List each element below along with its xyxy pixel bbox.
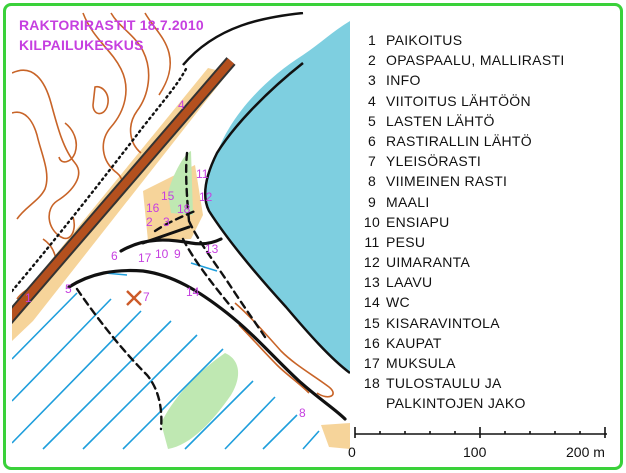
legend-text: UIMARANTA (386, 254, 471, 271)
legend-number: 1 (367, 32, 377, 48)
legend-number: 4 (367, 92, 377, 109)
map-label-3: 3 (163, 215, 170, 229)
legend-number: 5 (367, 112, 377, 129)
legend-item-5: 5 LASTEN LÄHTÖ (358, 111, 565, 131)
legend-item-8: 8 VIIMEINEN RASTI (358, 171, 565, 191)
legend-text: LAAVU (386, 274, 433, 291)
scale-label-0: 0 (348, 444, 356, 460)
legend-item-14: 14 WC (358, 292, 565, 312)
scale-bar (354, 427, 607, 438)
map-frame: 1 2 3 4 5 6 7 8 9 10 11 12 13 14 15 16 1… (3, 3, 623, 470)
legend-item-18: 18 TULOSTAULU JA PALKINTOJEN JAKO (358, 373, 565, 411)
legend-item-4: 4 VIITOITUS LÄHTÖÖN (358, 91, 565, 111)
legend-item-12: 12 UIMARANTA (358, 252, 565, 272)
legend-item-9: 9 MAALI (358, 192, 565, 212)
legend-text: MUKSULA (386, 355, 456, 371)
map-label-6: 6 (111, 249, 118, 263)
main-road (12, 57, 236, 325)
spectator-control-mark (126, 290, 142, 306)
legend-text: OPASPAALU, MALLIRASTI (386, 52, 565, 69)
paths (67, 151, 347, 431)
legend-item-11: 11 PESU (358, 232, 565, 252)
legend-number: 17 (363, 355, 381, 371)
lake (205, 21, 350, 373)
legend-number: 13 (363, 274, 381, 291)
legend-text-continued: PALKINTOJEN JAKO (386, 395, 526, 412)
map-label-4: 4 (178, 98, 185, 112)
legend-number: 14 (363, 294, 381, 311)
legend-number: 12 (363, 254, 381, 271)
legend-text: PESU (386, 233, 426, 250)
legend-number: 9 (367, 193, 377, 210)
legend-item-17: 17 MUKSULA (358, 353, 565, 373)
legend-item-6: 6 RASTIRALLIN LÄHTÖ (358, 131, 565, 151)
map-label-12: 12 (199, 190, 213, 204)
legend-text: PAIKOITUS (386, 32, 463, 48)
legend-item-16: 16 KAUPAT (358, 333, 565, 353)
legend-item-2: 2 OPASPAALU, MALLIRASTI (358, 50, 565, 70)
field-lower (161, 353, 239, 449)
legend-text: VIITOITUS LÄHTÖÖN (386, 92, 531, 109)
legend-item-10: 10 ENSIAPU (358, 212, 565, 232)
legend-number: 2 (367, 52, 377, 69)
scale-label-200: 200 m (566, 444, 605, 460)
map-label-13: 13 (205, 242, 219, 256)
map-label-16: 16 (146, 201, 160, 215)
map-subtitle: KILPAILUKESKUS (19, 37, 144, 53)
shoreline (182, 12, 350, 375)
map-label-9: 9 (174, 247, 181, 261)
legend-text: INFO (386, 72, 421, 89)
legend-number: 3 (367, 72, 377, 89)
legend-number: 10 (363, 213, 381, 230)
map-label-17: 17 (138, 251, 152, 265)
legend-text: LASTEN LÄHTÖ (386, 112, 495, 129)
legend-item-3: 3 INFO (358, 70, 565, 90)
map-label-11: 11 (196, 167, 209, 181)
sand-area-bottom (321, 423, 350, 449)
legend-text: WC (386, 294, 410, 311)
orienteering-map[interactable]: 1 2 3 4 5 6 7 8 9 10 11 12 13 14 15 16 1… (6, 6, 620, 467)
legend-number: 6 (367, 132, 377, 149)
map-label-18: 18 (177, 202, 191, 216)
map-label-15: 15 (161, 189, 175, 203)
legend-item-15: 15 KISARAVINTOLA (358, 313, 565, 333)
legend-text: YLEISÖRASTI (386, 153, 482, 170)
legend-text: RASTIRALLIN LÄHTÖ (386, 132, 532, 149)
legend-number: 11 (364, 233, 380, 250)
legend-number: 7 (367, 153, 377, 170)
legend-text: VIIMEINEN RASTI (386, 173, 508, 190)
legend-item-7: 7 YLEISÖRASTI (358, 151, 565, 171)
legend-number: 18 (363, 375, 381, 392)
map-label-8: 8 (299, 406, 306, 420)
map-label-5: 5 (65, 282, 72, 296)
dotted-boundary (12, 65, 189, 293)
map-label-1: 1 (25, 291, 32, 305)
legend-item-1: 1 PAIKOITUS (358, 30, 565, 50)
map-label-10: 10 (155, 247, 169, 261)
legend-number: 16 (363, 334, 381, 351)
legend-text: KISARAVINTOLA (386, 314, 500, 331)
legend-number: 8 (367, 173, 377, 190)
map-labels: 1 2 3 4 5 6 7 8 9 10 11 12 13 14 15 16 1… (25, 98, 306, 420)
map-label-14: 14 (186, 285, 200, 299)
legend-text: TULOSTAULU JA (386, 375, 502, 392)
map-label-2: 2 (146, 215, 153, 229)
map-label-7: 7 (143, 290, 150, 304)
legend-item-13: 13 LAAVU (358, 272, 565, 292)
legend-number: 15 (363, 314, 381, 331)
legend: 1 PAIKOITUS 2 OPASPAALU, MALLIRASTI 3 INFO 4 VI… (358, 30, 565, 411)
map-title: RAKTORIRASTIT 18.7.2010 (19, 17, 204, 33)
scale-label-100: 100 (463, 444, 487, 460)
legend-text: KAUPAT (386, 334, 442, 351)
legend-text: ENSIAPU (386, 213, 450, 230)
legend-text: MAALI (386, 193, 430, 210)
marsh-lines (12, 262, 320, 450)
